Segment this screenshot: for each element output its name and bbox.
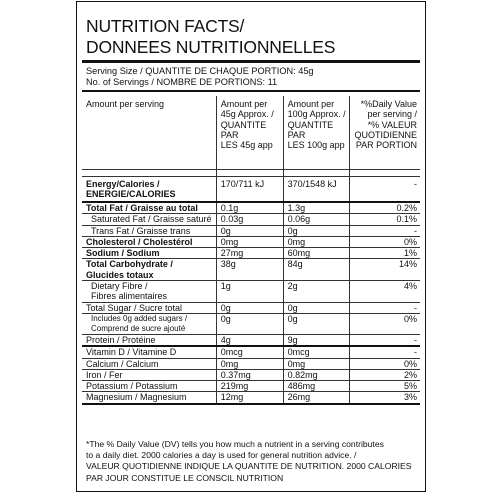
table-row: Total Sugar / Sucre total 0g 0g - [82,302,420,314]
table-row: Sodium / Sodium 27mg 60mg 1% [82,247,420,260]
daily-value-footnote: *The % Daily Value (DV) tells you how mu… [86,439,412,483]
table-row: Calcium / Calcium 0mg 0mg 0% [82,358,420,370]
header-daily-value: *%Daily Value per serving / *% VALEUR QU… [349,96,420,170]
header-per-serving: Amount per 45g Approx. / QUANTITE PAR LE… [216,96,284,170]
table-row: Total Fat / Graisse au total 0.1g 1.3g 0… [82,202,420,215]
serving-size: Serving Size / QUANTITE DE CHAQUE PORTIO… [86,66,314,76]
table-row: Energy/Calories / ENERGIE/CALORIES 170/71… [82,176,420,203]
servings-count: No. of Servings / NOMBRE DE PORTIONS: 11 [86,77,278,87]
table-row: Iron / Fer 0.37mg 0.82mg 2% [82,369,420,382]
table-row: Magnesium / Magnesium 12mg 26mg 3% [82,391,420,405]
table-row: Vitamin D / Vitamine D 0mcg 0mcg - [82,346,420,359]
title-divider [82,60,420,63]
title-french: DONNEES NUTRITIONNELLES [86,37,336,57]
nutrition-facts-panel: NUTRITION FACTS/ DONNEES NUTRITIONNELLES… [76,1,426,492]
table-row: Cholesterol / Cholestérol 0mg 0mg 0% [82,236,420,249]
serving-divider [82,90,420,92]
table-row: Protein / Protéine 4g 9g - [82,334,420,348]
table-row: Total Carbohydrate / Glucides totaux 38g … [82,258,420,282]
header-per-100g: Amount per 100g Approx. / QUANTITE PAR L… [283,96,351,170]
table-row: Includes 0g added sugars / Comprend de su… [82,313,420,335]
nutrient-table: Amount per serving Amount per 45g Approx… [82,96,420,405]
header-row: Amount per serving Amount per 45g Approx… [82,96,420,170]
table-row: Saturated Fat / Graisse saturé 0.03g 0.0… [82,213,420,226]
table-row: Trans Fat / Graisse trans 0g 0g - [82,225,420,237]
title-english: NUTRITION FACTS/ [86,16,245,36]
spacer-row [82,169,420,177]
table-row: Dietary Fibre / Fibres alimentaires 1g 2g… [82,280,420,303]
header-amount-per-serving: Amount per serving [82,96,217,170]
table-row: Potassium / Potassium 219mg 486mg 5% [82,380,420,393]
